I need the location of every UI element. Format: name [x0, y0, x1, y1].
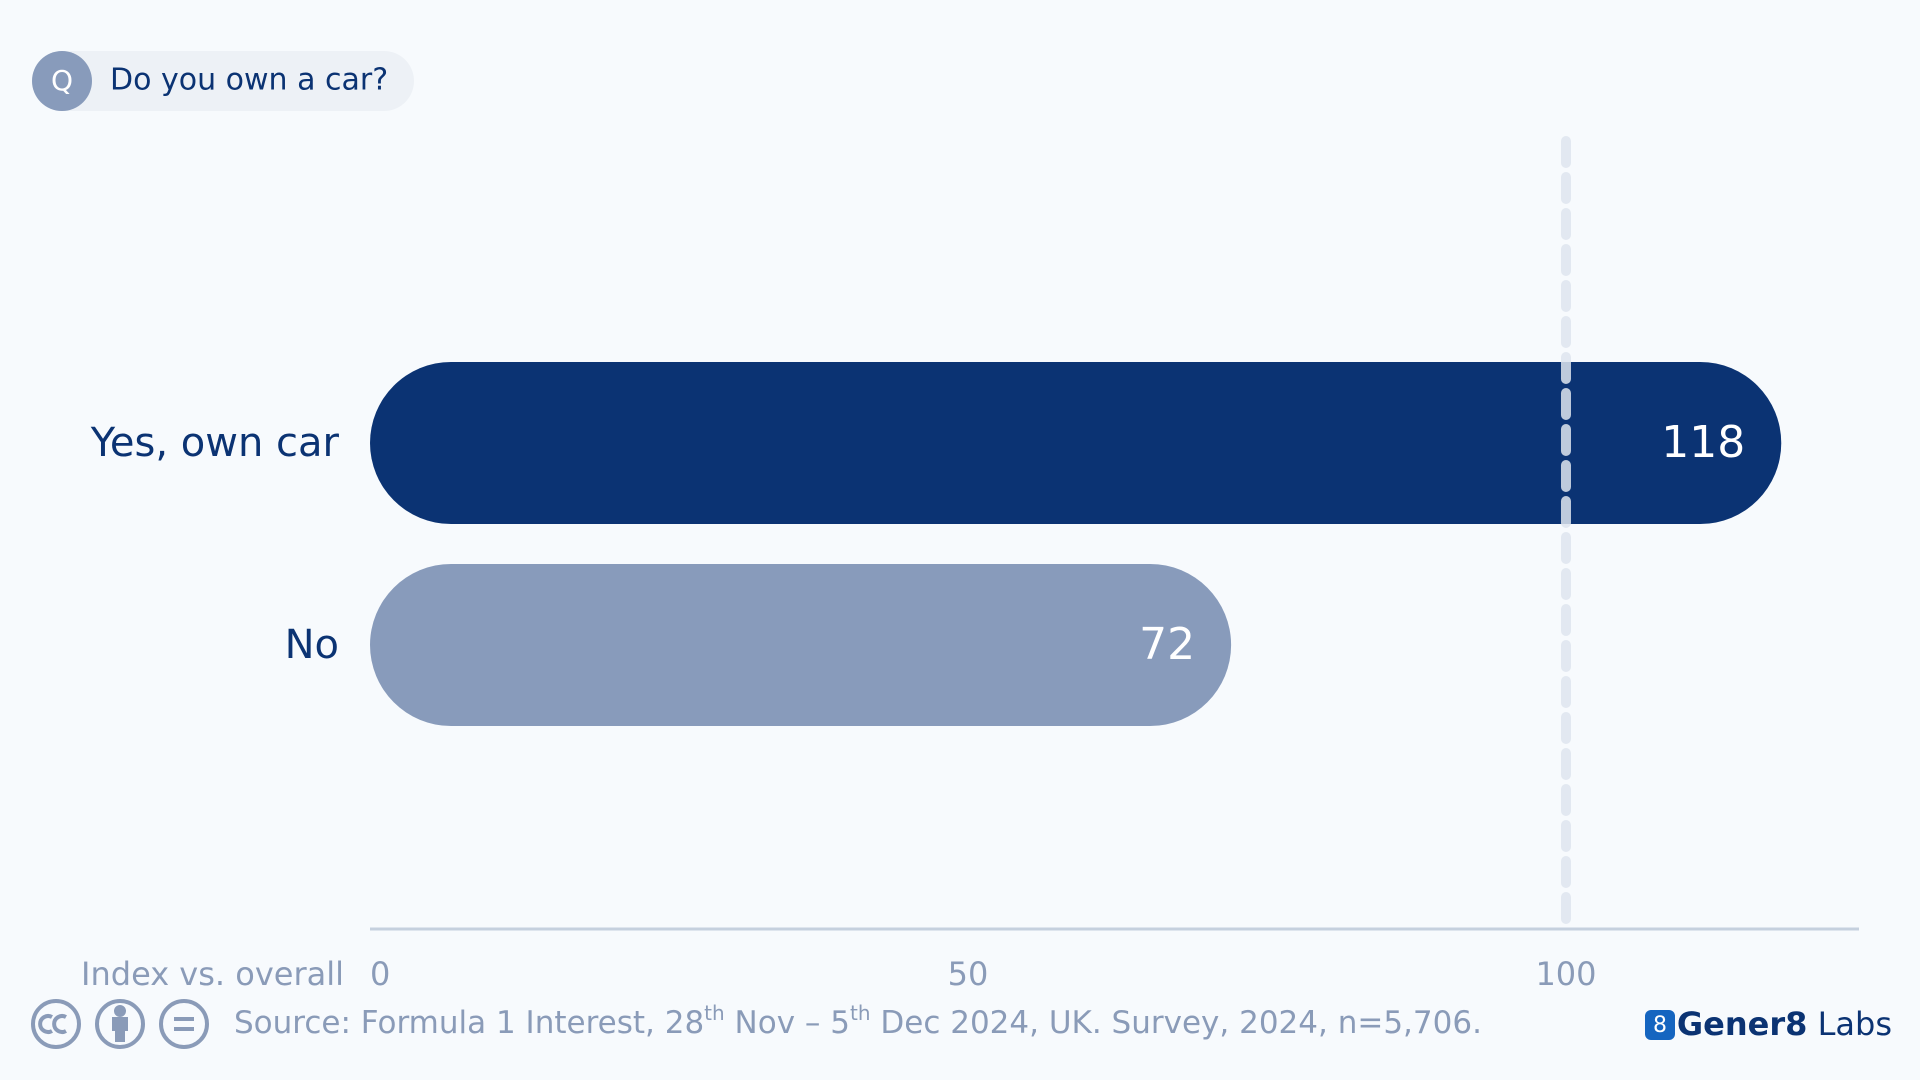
- category-label: No: [285, 622, 339, 668]
- question-icon: Q: [51, 64, 73, 97]
- brand: Gener8 Labs: [1677, 1005, 1892, 1043]
- license-icons: [31, 999, 209, 1049]
- plot: 0 50 100 118 Yes, own car 72 No: [90, 136, 1859, 993]
- bar: [370, 564, 1232, 726]
- source-part: Nov – 5: [725, 1005, 850, 1041]
- by-icon: [95, 999, 145, 1049]
- source-superscript: th: [704, 1001, 725, 1025]
- by-body: [112, 1017, 128, 1042]
- cc-icon: [31, 999, 81, 1049]
- cc-glyph: [38, 1014, 67, 1034]
- question: Do you own a car?: [110, 63, 388, 98]
- bar: [370, 362, 1782, 524]
- question-icon-circle: [32, 51, 92, 111]
- source-part: Dec 2024, UK. Survey, 2024, n=5,706.: [871, 1005, 1482, 1041]
- x-tick-label: 0: [370, 955, 390, 993]
- x-axis-label: Index vs. overall: [81, 955, 344, 993]
- category-label: Yes, own car: [90, 420, 340, 466]
- nd-icon: [159, 999, 209, 1049]
- question-pill: [32, 51, 414, 111]
- nd-glyph: [174, 1017, 194, 1031]
- x-tick-label: 100: [1535, 955, 1596, 993]
- brand-name: Gener8: [1677, 1005, 1808, 1043]
- x-tick-label: 50: [948, 955, 989, 993]
- source-part: Source: Formula 1 Interest, 28: [234, 1005, 704, 1041]
- brand-icon: 8: [1653, 1013, 1667, 1038]
- value-label: 118: [1661, 417, 1745, 468]
- by-head: [114, 1005, 126, 1017]
- source: Source: Formula 1 Interest, 28th Nov – 5…: [234, 1001, 1482, 1041]
- value-label: 72: [1139, 619, 1195, 670]
- source-superscript: th: [850, 1001, 871, 1025]
- brand-suffix: Labs: [1807, 1005, 1892, 1043]
- brand-icon-box: [1645, 1010, 1675, 1040]
